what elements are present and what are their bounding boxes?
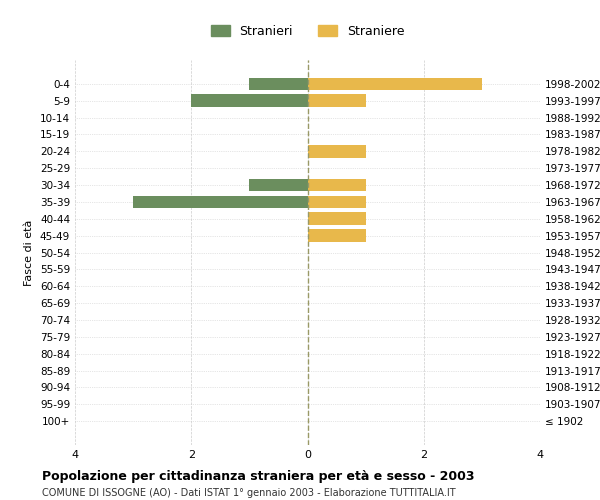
Text: Popolazione per cittadinanza straniera per età e sesso - 2003: Popolazione per cittadinanza straniera p… bbox=[42, 470, 475, 483]
Text: COMUNE DI ISSOGNE (AO) - Dati ISTAT 1° gennaio 2003 - Elaborazione TUTTITALIA.IT: COMUNE DI ISSOGNE (AO) - Dati ISTAT 1° g… bbox=[42, 488, 455, 498]
Bar bbox=[308, 94, 365, 107]
Bar bbox=[308, 196, 365, 208]
Bar bbox=[250, 78, 308, 90]
Legend: Stranieri, Straniere: Stranieri, Straniere bbox=[206, 20, 409, 43]
Bar bbox=[308, 230, 365, 242]
Y-axis label: Fasce di età: Fasce di età bbox=[25, 220, 34, 286]
Bar bbox=[133, 196, 308, 208]
Bar bbox=[308, 178, 365, 192]
Bar bbox=[308, 145, 365, 158]
Bar bbox=[308, 212, 365, 225]
Bar bbox=[308, 78, 482, 90]
Bar bbox=[250, 178, 308, 192]
Bar bbox=[191, 94, 308, 107]
